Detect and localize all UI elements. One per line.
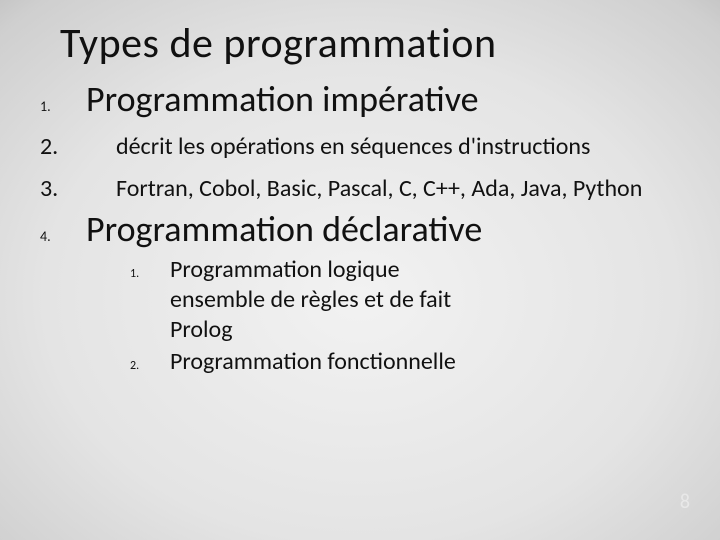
list-marker: 1.	[130, 257, 170, 281]
list-marker: 3.	[40, 168, 86, 203]
list-item: 3. Fortran, Cobol, Basic, Pascal, C, C++…	[40, 168, 680, 204]
slide: Types de programmation 1. Programmation …	[0, 0, 720, 540]
list-heading: Programmation déclarative	[86, 210, 482, 250]
list-item: 1. Programmation logique ensemble de règ…	[130, 255, 680, 345]
list-marker: 1.	[40, 84, 86, 115]
list-item: 4. Programmation déclarative	[40, 210, 680, 250]
slide-title: Types de programmation	[60, 18, 497, 69]
list-text-line: Fortran, Cobol, Basic, Pascal, C, C++, A…	[86, 174, 642, 203]
list-text-line: ensemble de règles et de fait	[170, 285, 451, 315]
sub-list: 1. Programmation logique ensemble de règ…	[130, 255, 680, 377]
list-text-line: décrit les opérations en séquences d'ins…	[86, 132, 590, 161]
list-text: Fortran, Cobol, Basic, Pascal, C, C++, A…	[86, 174, 642, 204]
list-marker: 2.	[130, 349, 170, 373]
list-text: décrit les opérations en séquences d'ins…	[86, 132, 590, 162]
list-text: Programmation logique ensemble de règles…	[170, 255, 451, 345]
list-text-line: Programmation logique	[170, 255, 451, 285]
list-heading: Programmation impérative	[86, 80, 479, 120]
slide-body: 1. Programmation impérative 2. décrit le…	[40, 80, 680, 379]
list-item: 2. décrit les opérations en séquences d'…	[40, 126, 680, 162]
page-number: 8	[680, 490, 690, 514]
list-text: Programmation fonctionnelle	[170, 347, 456, 377]
list-item: 2. Programmation fonctionnelle	[130, 347, 680, 377]
list-item: 1. Programmation impérative	[40, 80, 680, 120]
list-marker: 2.	[40, 126, 86, 161]
list-text-line: Prolog	[170, 315, 451, 345]
list-marker: 4.	[40, 214, 86, 245]
